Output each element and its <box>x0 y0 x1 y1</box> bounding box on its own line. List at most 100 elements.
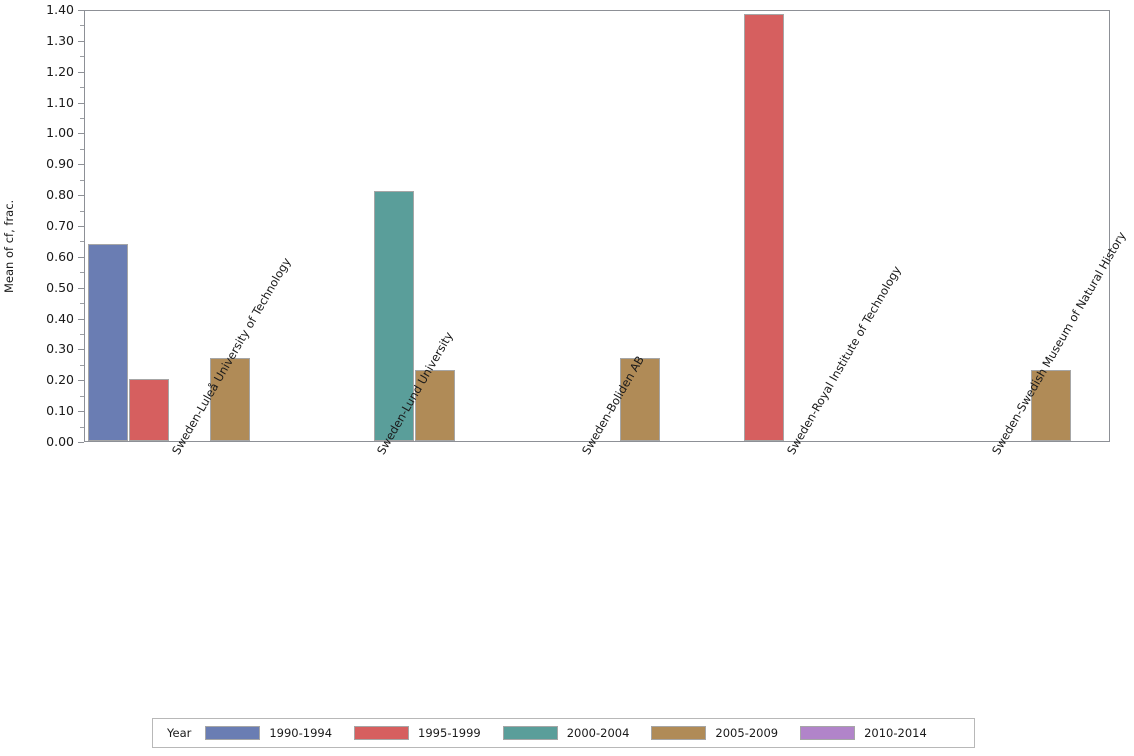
y-tick: 0.60 <box>0 249 84 264</box>
bar[interactable] <box>209 357 250 441</box>
legend-swatch <box>502 726 558 740</box>
y-minor-tick-mark <box>80 241 84 243</box>
y-tick-mark <box>78 226 84 227</box>
y-tick-mark <box>78 71 84 73</box>
bar[interactable] <box>128 379 169 441</box>
bar[interactable] <box>1030 370 1071 441</box>
y-tick-mark <box>78 380 84 382</box>
y-minor-tick <box>0 118 84 119</box>
y-minor-tick <box>0 25 84 27</box>
y-minor-tick-mark <box>80 87 84 89</box>
y-minor-tick <box>0 56 84 58</box>
y-tick: 1.20 <box>0 64 84 79</box>
y-tick-label: 0.60 <box>46 248 74 264</box>
y-tick-mark <box>78 40 84 42</box>
y-tick-mark <box>78 10 84 11</box>
y-tick-label: 1.30 <box>46 32 74 48</box>
y-tick-mark <box>78 318 84 320</box>
y-tick: 0.00 <box>0 434 84 449</box>
y-minor-tick <box>0 179 84 181</box>
bar[interactable] <box>620 357 661 441</box>
y-minor-tick <box>0 87 84 89</box>
legend-item[interactable]: 2010-2014 <box>800 726 927 740</box>
y-minor-tick-mark <box>80 179 84 181</box>
y-minor-tick <box>0 426 84 428</box>
y-minor-tick-mark <box>80 303 84 305</box>
y-tick-mark <box>78 102 84 104</box>
legend-label: 2010-2014 <box>864 726 927 740</box>
y-minor-tick-mark <box>80 210 84 212</box>
y-tick-mark <box>78 287 84 289</box>
y-tick-mark <box>78 349 84 351</box>
y-tick-mark <box>78 133 84 135</box>
y-tick-mark <box>78 442 84 443</box>
legend-label: 1990-1994 <box>269 726 333 740</box>
y-minor-tick-mark <box>80 25 84 27</box>
y-tick-mark <box>78 411 84 413</box>
y-tick-mark <box>78 164 84 166</box>
bar[interactable] <box>88 243 128 441</box>
legend-item[interactable]: 1990-1994 <box>205 726 332 740</box>
y-tick-label: 0.70 <box>46 218 74 233</box>
y-minor-tick-mark <box>80 56 84 58</box>
y-tick-label: 1.00 <box>46 125 74 141</box>
y-minor-tick <box>0 272 84 274</box>
legend-label: 1995-1999 <box>418 726 481 740</box>
y-tick: 0.10 <box>0 403 84 418</box>
y-tick: 1.30 <box>0 33 84 48</box>
y-tick-label: 1.40 <box>46 2 74 17</box>
legend-item[interactable]: 1995-1999 <box>354 726 481 740</box>
y-minor-tick-mark <box>80 395 84 397</box>
y-tick-label: 0.90 <box>46 156 74 172</box>
bar[interactable] <box>744 13 785 441</box>
plot-area <box>84 10 1110 442</box>
y-tick-label: 1.20 <box>46 63 74 79</box>
legend-item[interactable]: 2000-2004 <box>502 726 630 740</box>
y-tick: 1.00 <box>0 125 84 140</box>
y-tick-label: 0.30 <box>46 341 74 357</box>
y-tick-label: 1.10 <box>46 94 74 110</box>
y-tick-label: 0.00 <box>46 434 74 449</box>
y-minor-tick-mark <box>80 118 84 119</box>
y-tick-mark <box>78 256 84 258</box>
legend-label: 2005-2009 <box>715 726 779 740</box>
y-tick: 0.90 <box>0 156 84 171</box>
bar[interactable] <box>415 370 455 441</box>
y-minor-tick-mark <box>80 148 84 150</box>
y-minor-tick <box>0 210 84 212</box>
y-tick-label: 0.20 <box>46 372 74 388</box>
y-minor-tick <box>0 395 84 397</box>
legend-swatch <box>205 726 261 740</box>
y-minor-tick <box>0 364 84 366</box>
y-minor-tick-mark <box>80 364 84 366</box>
y-tick: 0.50 <box>0 280 84 295</box>
y-minor-tick <box>0 241 84 243</box>
bar[interactable] <box>374 191 415 441</box>
legend-label: 2000-2004 <box>566 726 630 740</box>
y-tick: 0.40 <box>0 311 84 326</box>
y-tick: 0.80 <box>0 187 84 202</box>
legend-swatch <box>354 726 410 740</box>
y-minor-tick-mark <box>80 334 84 335</box>
y-tick-label: 0.50 <box>46 279 74 295</box>
y-tick-label: 0.10 <box>46 403 74 419</box>
y-tick: 1.40 <box>0 2 84 17</box>
y-minor-tick <box>0 303 84 305</box>
y-minor-tick <box>0 334 84 335</box>
y-tick-mark <box>78 195 84 197</box>
legend-item[interactable]: 2005-2009 <box>651 726 778 740</box>
y-tick: 0.20 <box>0 372 84 387</box>
y-tick: 0.70 <box>0 218 84 233</box>
y-minor-tick <box>0 148 84 150</box>
y-tick-label: 0.40 <box>46 310 74 326</box>
legend-swatch <box>651 726 707 740</box>
y-tick: 0.30 <box>0 341 84 356</box>
legend-entries: 1990-1994 1995-1999 2000-2004 2005-2009 2010… <box>205 726 948 740</box>
y-tick: 1.10 <box>0 95 84 110</box>
legend-swatch <box>800 726 856 740</box>
y-minor-tick-mark <box>80 272 84 274</box>
y-minor-tick-mark <box>80 426 84 428</box>
legend: Year 1990-1994 1995-1999 2000-2004 2005-200… <box>152 718 975 748</box>
legend-title: Year <box>167 726 192 740</box>
